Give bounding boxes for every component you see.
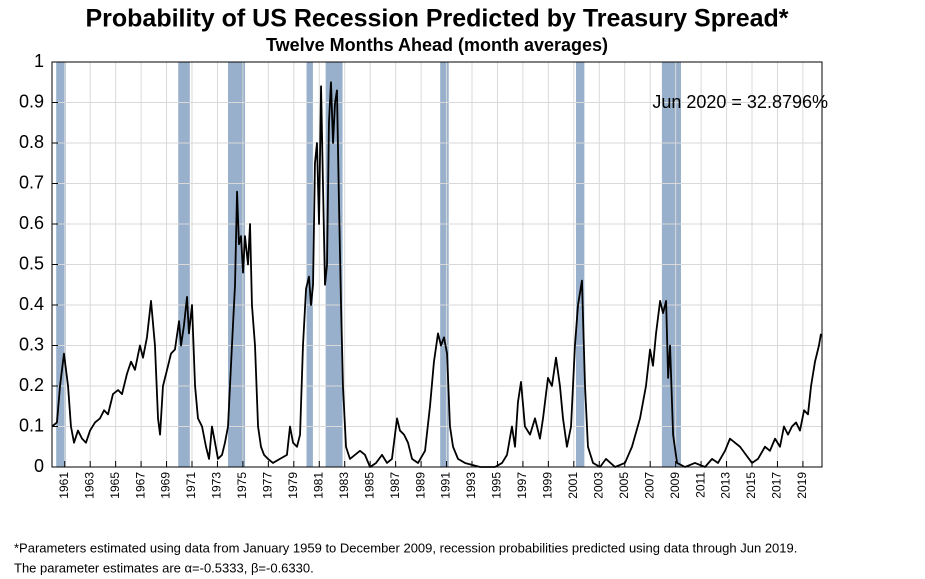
annotation: Jun 2020 = 32.8796% [652, 92, 828, 112]
x-tick-label: 2013 [719, 472, 733, 499]
x-tick-label: 2005 [617, 472, 631, 499]
x-tick-label: 2011 [693, 472, 707, 498]
y-tick-label: 0.6 [19, 213, 44, 233]
x-tick-label: 1997 [515, 472, 529, 499]
x-tick-label: 2003 [591, 472, 605, 499]
footnote: The parameter estimates are α=-0.5333, β… [14, 560, 314, 575]
y-tick-label: 0.7 [19, 172, 44, 192]
x-tick-label: 1981 [311, 472, 325, 499]
x-tick-label: 1995 [490, 472, 504, 499]
x-tick-label: 2007 [642, 472, 656, 499]
y-tick-label: 1 [34, 51, 44, 71]
x-tick-label: 1989 [413, 472, 427, 499]
y-tick-label: 0.1 [19, 415, 44, 435]
footnote: *Parameters estimated using data from Ja… [14, 540, 797, 555]
plot-area: 0 0.1 0.2 0.3 0.4 0.5 0.6 0.7 0.8 0.9 1 1961 1963 196… [19, 51, 823, 499]
x-tick-label: 2001 [566, 472, 580, 499]
chart-title: Probability of US Recession Predicted by… [85, 5, 788, 33]
y-tick-label: 0.9 [19, 91, 44, 111]
x-tick-label: 2009 [668, 472, 682, 499]
x-tick-label: 1965 [108, 472, 122, 499]
x-tick-label: 1975 [235, 472, 249, 499]
x-tick-label: 2015 [744, 472, 758, 499]
x-tick-label: 1961 [57, 472, 71, 499]
x-tick-label: 1983 [337, 472, 351, 499]
y-tick-label: 0.4 [19, 294, 44, 314]
y-tick-label: 0 [34, 456, 44, 476]
x-tick-label: 1963 [82, 472, 96, 499]
y-tick-label: 0.5 [19, 253, 44, 273]
data-line [51, 81, 822, 468]
x-tick-label: 1971 [184, 472, 198, 499]
plot-frame [51, 61, 823, 468]
x-tick-label: 1999 [541, 472, 555, 499]
y-tick-label: 0.2 [19, 375, 44, 395]
x-tick-label: 1967 [133, 472, 147, 499]
x-tick-label: 1985 [362, 472, 376, 499]
x-tick-label: 1979 [286, 472, 300, 499]
x-tick-label: 1969 [159, 472, 173, 499]
chart-subtitle: Twelve Months Ahead (month averages) [266, 35, 608, 55]
x-tick-label: 1987 [388, 472, 402, 499]
x-tick-label: 1973 [210, 472, 224, 499]
x-tick-label: 1993 [464, 472, 478, 499]
x-tick-label: 2019 [795, 472, 809, 499]
x-tick-label: 2017 [770, 472, 784, 499]
x-tick-label: 1991 [439, 472, 453, 499]
y-tick-label: 0.3 [19, 334, 44, 354]
x-tick-label: 1977 [261, 472, 275, 499]
y-tick-label: 0.8 [19, 132, 44, 152]
